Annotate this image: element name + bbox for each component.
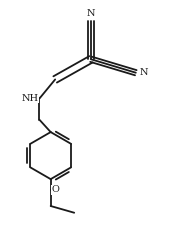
Text: N: N [87, 10, 95, 19]
Text: NH: NH [21, 94, 38, 103]
Text: O: O [52, 185, 60, 194]
Text: N: N [139, 68, 148, 77]
